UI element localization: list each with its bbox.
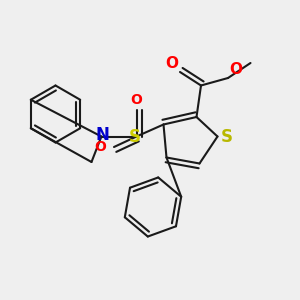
- Text: S: S: [220, 128, 232, 146]
- Text: N: N: [96, 126, 110, 144]
- Text: O: O: [130, 92, 142, 106]
- Text: O: O: [94, 140, 106, 154]
- Text: O: O: [230, 61, 242, 76]
- Text: O: O: [166, 56, 178, 70]
- Text: S: S: [129, 128, 141, 146]
